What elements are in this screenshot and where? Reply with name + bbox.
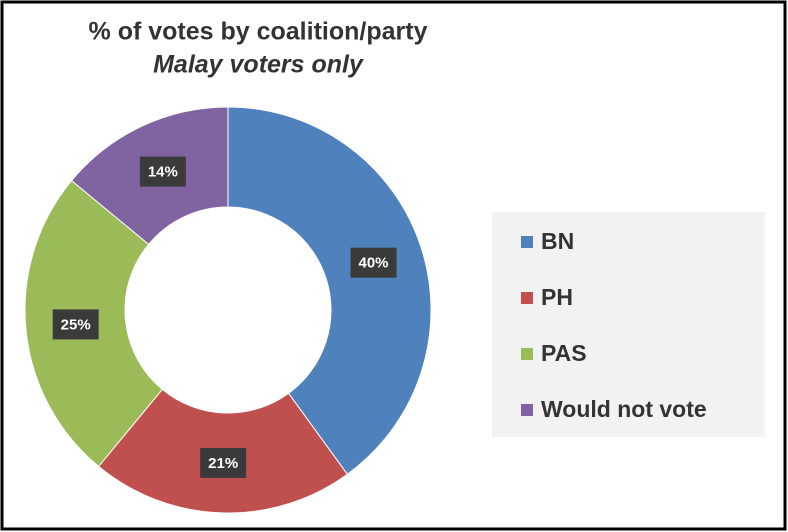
data-label-box — [350, 247, 397, 278]
donut-slice — [227, 106, 432, 475]
data-label: 21% — [208, 455, 238, 472]
data-label: 40% — [358, 255, 388, 272]
legend-label: PAS — [541, 340, 587, 366]
legend-label: BN — [541, 228, 574, 254]
data-label-box — [139, 156, 186, 187]
legend-label: Would not vote — [541, 396, 707, 422]
chart-title: % of votes by coalition/party — [89, 18, 428, 46]
legend-swatch — [521, 292, 533, 304]
data-label: 14% — [148, 164, 178, 181]
data-label: 25% — [61, 316, 91, 333]
legend-swatch — [521, 404, 533, 416]
legend-swatch — [521, 236, 533, 248]
chart-subtitle: Malay voters only — [153, 51, 364, 79]
legend-box — [492, 212, 765, 437]
data-label-box — [200, 447, 247, 478]
data-label-box — [52, 309, 99, 340]
legend-swatch — [521, 348, 533, 360]
legend-label: PH — [541, 284, 573, 310]
